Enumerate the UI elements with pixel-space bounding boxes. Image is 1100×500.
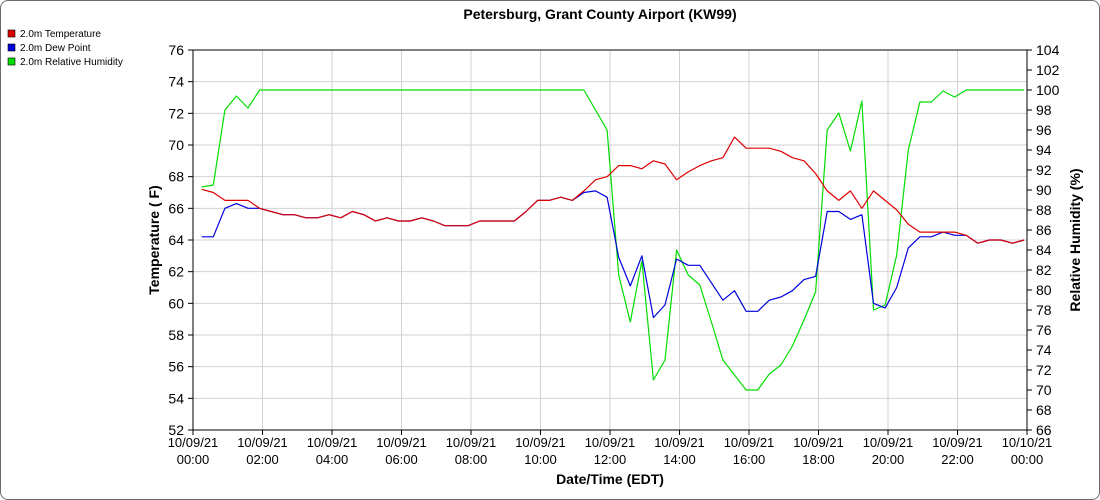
x-tick-time: 02:00	[246, 452, 279, 467]
y2-tick-label: 70	[1036, 382, 1052, 398]
x-axis-label: Date/Time (EDT)	[556, 471, 664, 487]
series-line-2-0m-relative-humidity	[201, 89, 1025, 391]
x-tick-time: 00:00	[177, 452, 210, 467]
y-tick-label: 54	[168, 390, 184, 406]
y2-tick-label: 90	[1036, 182, 1052, 198]
y-tick-label: 64	[168, 232, 184, 248]
y2-tick-label: 68	[1036, 402, 1052, 418]
x-tick-date: 10/09/21	[168, 435, 219, 450]
y2-tick-label: 100	[1036, 82, 1060, 98]
legend-label: 2.0m Dew Point	[20, 43, 91, 54]
series-layer	[201, 89, 1025, 391]
y-tick-label: 60	[168, 295, 184, 311]
y2-tick-label: 98	[1036, 102, 1052, 118]
x-tick-date: 10/09/21	[515, 435, 566, 450]
y-tick-label: 66	[168, 200, 184, 216]
x-tick-date: 10/09/21	[863, 435, 914, 450]
x-axis: 10/09/21 00:00 10/09/21 02:00 10/09/21 04:00 1…	[168, 430, 1053, 467]
y2-axis-label: Relative Humidity (%)	[1067, 168, 1083, 311]
x-tick-date: 10/09/21	[654, 435, 705, 450]
y-axis: 52 54 56 58 60 62 64 66 68 70 72 74 76	[168, 42, 193, 438]
y2-tick-label: 74	[1036, 342, 1052, 358]
legend-label: 2.0m Temperature	[20, 29, 101, 40]
x-tick-date: 10/09/21	[932, 435, 983, 450]
x-tick-date: 10/10/21	[1002, 435, 1053, 450]
x-tick-time: 00:00	[1011, 452, 1044, 467]
legend-swatch	[7, 57, 16, 66]
legend: 2.0m Temperature 2.0m Dew Point 2.0m Relat…	[7, 29, 123, 68]
x-tick-date: 10/09/21	[307, 435, 358, 450]
x-tick-time: 10:00	[524, 452, 557, 467]
x-tick-date: 10/09/21	[724, 435, 775, 450]
x-tick-time: 12:00	[594, 452, 627, 467]
grid	[192, 49, 1028, 431]
y-tick-label: 72	[168, 105, 184, 121]
y2-tick-label: 84	[1036, 242, 1052, 258]
y-tick-label: 56	[168, 359, 184, 375]
x-tick-time: 06:00	[385, 452, 418, 467]
x-tick-time: 16:00	[733, 452, 766, 467]
x-tick-time: 04:00	[316, 452, 349, 467]
y2-tick-label: 88	[1036, 202, 1052, 218]
x-tick-date: 10/09/21	[376, 435, 427, 450]
x-tick-date: 10/09/21	[793, 435, 844, 450]
chart-title: Petersburg, Grant County Airport (KW99)	[463, 6, 736, 22]
y2-tick-label: 92	[1036, 162, 1052, 178]
y-axis-label: Temperature ( F)	[146, 185, 162, 294]
x-tick-time: 20:00	[872, 452, 905, 467]
legend-label: 2.0m Relative Humidity	[20, 57, 123, 68]
y-tick-label: 74	[168, 74, 184, 90]
x-tick-time: 18:00	[802, 452, 835, 467]
y-tick-label: 68	[168, 169, 184, 185]
y2-tick-label: 82	[1036, 262, 1052, 278]
y2-tick-label: 86	[1036, 222, 1052, 238]
y2-tick-label: 76	[1036, 322, 1052, 338]
y2-tick-label: 78	[1036, 302, 1052, 318]
y2-tick-label: 72	[1036, 362, 1052, 378]
legend-swatch	[7, 29, 16, 38]
y2-axis: 66 68 70 72 74 76 78 80 82 84 86 88 90 92 94 96 98 100 102…	[1027, 42, 1060, 438]
y2-tick-label: 96	[1036, 122, 1052, 138]
x-tick-time: 08:00	[455, 452, 488, 467]
y-tick-label: 58	[168, 327, 184, 343]
series-line-2-0m-temperature	[201, 136, 1025, 244]
y2-tick-label: 66	[1036, 422, 1052, 438]
y2-tick-label: 102	[1036, 62, 1060, 78]
x-tick-date: 10/09/21	[237, 435, 288, 450]
y2-tick-label: 94	[1036, 142, 1052, 158]
x-tick-date: 10/09/21	[446, 435, 497, 450]
x-tick-date: 10/09/21	[585, 435, 636, 450]
y2-tick-label: 104	[1036, 42, 1060, 58]
legend-swatch	[7, 43, 16, 52]
y-tick-label: 70	[168, 137, 184, 153]
x-tick-time: 22:00	[941, 452, 974, 467]
y-tick-label: 52	[168, 422, 184, 438]
y-tick-label: 62	[168, 264, 184, 280]
y-tick-label: 76	[168, 42, 184, 58]
y2-tick-label: 80	[1036, 282, 1052, 298]
x-tick-time: 14:00	[663, 452, 696, 467]
